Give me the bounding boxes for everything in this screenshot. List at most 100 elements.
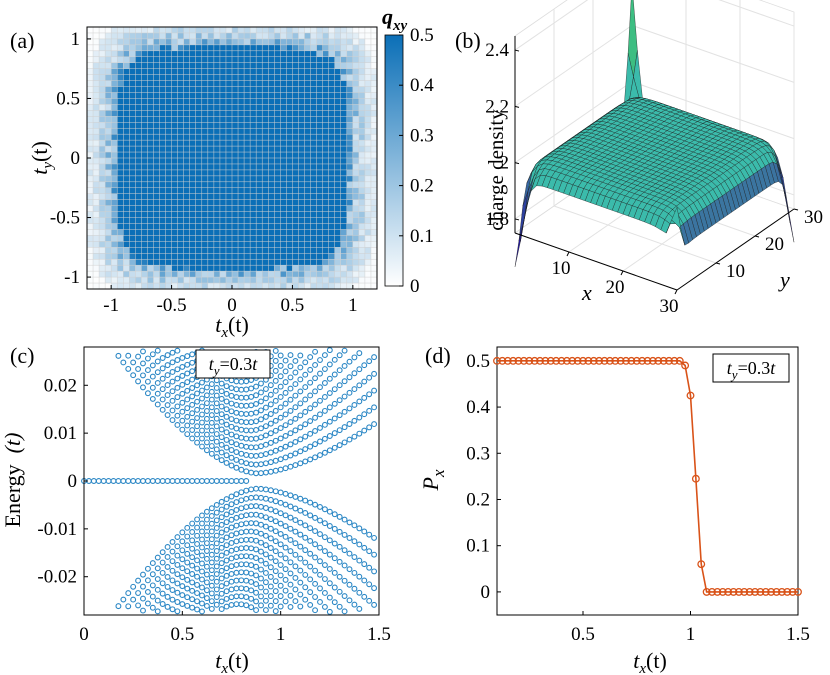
energy-point — [258, 593, 264, 600]
heatmap-cell — [244, 110, 251, 117]
energy-point — [203, 408, 210, 414]
heatmap-cell — [225, 259, 233, 266]
heatmap-cell — [141, 50, 148, 58]
heatmap-cell — [340, 80, 348, 87]
heatmap-cell — [358, 74, 366, 81]
energy-point — [248, 469, 255, 476]
heatmap-cell — [334, 217, 342, 224]
heatmap-cell — [117, 134, 124, 141]
heatmap-cell — [99, 241, 106, 248]
energy-point — [174, 394, 181, 401]
energy-point — [253, 461, 260, 468]
heatmap-cell — [195, 223, 203, 230]
energy-point — [243, 520, 250, 527]
heatmap-cell — [207, 68, 215, 75]
heatmap-cell — [370, 110, 378, 117]
heatmap-cell — [274, 193, 281, 200]
heatmap-cell — [207, 241, 215, 248]
zero-mode-point — [169, 478, 176, 484]
energy-point — [287, 603, 294, 610]
heatmap-cell — [292, 38, 299, 46]
heatmap-cell — [328, 80, 336, 87]
heatmap-cell — [183, 271, 191, 278]
energy-point — [144, 367, 151, 374]
y-tick-label: 0.5 — [466, 351, 490, 372]
heatmap-cell — [250, 128, 257, 135]
heatmap-cell — [105, 205, 112, 212]
heatmap-cell — [153, 235, 160, 242]
heatmap-cell — [286, 140, 293, 147]
heatmap-cell — [201, 253, 209, 260]
heatmap-cell — [334, 68, 342, 75]
polarization-marker — [514, 356, 523, 365]
heatmap-cell — [99, 152, 106, 159]
heatmap-cell — [232, 163, 239, 171]
heatmap-cell — [189, 98, 197, 105]
heatmap-cell — [232, 116, 239, 123]
heatmap-cell — [232, 181, 239, 189]
energy-point — [203, 603, 210, 609]
energy-point — [189, 579, 196, 586]
heatmap-cell — [219, 44, 227, 52]
energy-point — [199, 600, 205, 607]
heatmap-cell — [232, 217, 239, 224]
energy-point — [253, 529, 260, 536]
heatmap-cell — [225, 211, 233, 218]
heatmap-cell — [195, 199, 203, 206]
heatmap-cell — [352, 92, 360, 99]
heatmap-cell — [346, 253, 354, 260]
heatmap-cell — [352, 140, 360, 147]
heatmap-cell — [316, 253, 323, 260]
heatmap-cell — [129, 38, 136, 46]
y-tick — [793, 208, 799, 211]
heatmap-cell — [123, 62, 130, 69]
heatmap-cell — [304, 146, 311, 153]
energy-point — [297, 543, 304, 550]
heatmap-cell — [189, 122, 197, 129]
y-tick — [715, 262, 721, 265]
panel-label-d: (d) — [425, 343, 451, 368]
energy-point — [159, 569, 166, 576]
heatmap-cell — [117, 277, 124, 284]
heatmap-cell — [141, 98, 148, 105]
heatmap-cell — [153, 211, 160, 218]
energy-point — [258, 443, 264, 450]
heatmap-cell — [334, 116, 342, 123]
heatmap-cell — [183, 80, 191, 87]
heatmap-cell — [147, 134, 154, 141]
energy-point — [277, 593, 284, 600]
energy-point — [213, 438, 220, 445]
heatmap-cell — [286, 44, 293, 52]
heatmap-cell — [93, 271, 100, 278]
heatmap-cell — [298, 187, 305, 195]
heatmap-cell — [213, 229, 221, 236]
heatmap-cell — [141, 223, 148, 230]
heatmap-cell — [171, 265, 178, 272]
heatmap-cell — [213, 235, 221, 242]
heatmap-cell — [280, 27, 287, 34]
energy-point — [262, 423, 269, 430]
heatmap-cell — [171, 283, 178, 290]
energy-point — [233, 402, 240, 408]
heatmap-cell — [256, 181, 263, 189]
heatmap-cell — [358, 259, 366, 266]
polarization-marker — [670, 356, 679, 365]
heatmap-cell — [213, 271, 221, 278]
polarization-marker — [756, 587, 765, 596]
heatmap-cell — [135, 80, 142, 87]
energy-point — [199, 592, 205, 599]
energy-point — [331, 584, 338, 591]
heatmap-cell — [298, 241, 305, 248]
heatmap-cell — [159, 122, 166, 129]
heatmap-cell — [364, 235, 372, 242]
z-axis-label-b: charge density — [484, 109, 508, 231]
energy-point — [184, 361, 191, 368]
heatmap-cell — [135, 86, 142, 93]
heatmap-cell — [274, 122, 281, 129]
x-tick-label: 0 — [227, 295, 237, 316]
heatmap-cell — [129, 86, 136, 93]
heatmap-cell — [177, 163, 184, 171]
heatmap-cell — [207, 74, 215, 81]
heatmap-cell — [304, 211, 311, 218]
heatmap-cell — [304, 223, 311, 230]
